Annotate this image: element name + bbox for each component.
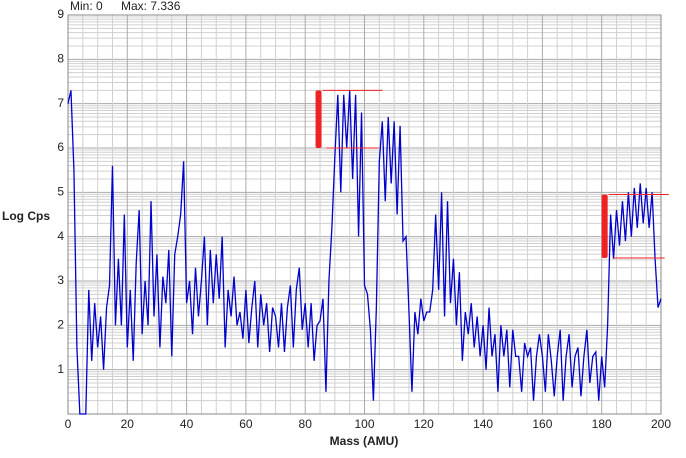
y-tick-label: 1 [57,362,64,376]
x-tick-label: 40 [180,417,194,431]
plot-frame [67,14,662,415]
y-tick-label: 4 [57,229,64,243]
x-tick-label: 200 [651,417,671,431]
marker-bar [601,194,608,258]
x-tick-label: 0 [65,417,72,431]
min-label: Min: 0 [70,0,103,13]
y-tick-label: 2 [57,318,64,332]
x-tick-label: 60 [239,417,253,431]
y-axis-title: Log Cps [2,209,50,223]
x-tick-label: 80 [299,417,313,431]
x-tick-label: 100 [354,417,374,431]
marker-bar [315,90,322,148]
max-label: Max: 7.336 [121,0,181,13]
spectrum-line [67,90,662,415]
y-tick-label: 7 [57,96,64,110]
x-tick-label: 180 [592,417,612,431]
y-tick-label: 8 [57,52,64,66]
x-tick-label: 160 [532,417,552,431]
x-tick-label: 120 [414,417,434,431]
y-tick-label: 6 [57,140,64,154]
x-tick-label: 140 [473,417,493,431]
y-tick-label: 3 [57,273,64,287]
y-tick-label: 5 [57,185,64,199]
x-axis-title: Mass (AMU) [330,434,399,448]
x-tick-label: 20 [121,417,135,431]
y-tick-label: 9 [57,7,64,21]
